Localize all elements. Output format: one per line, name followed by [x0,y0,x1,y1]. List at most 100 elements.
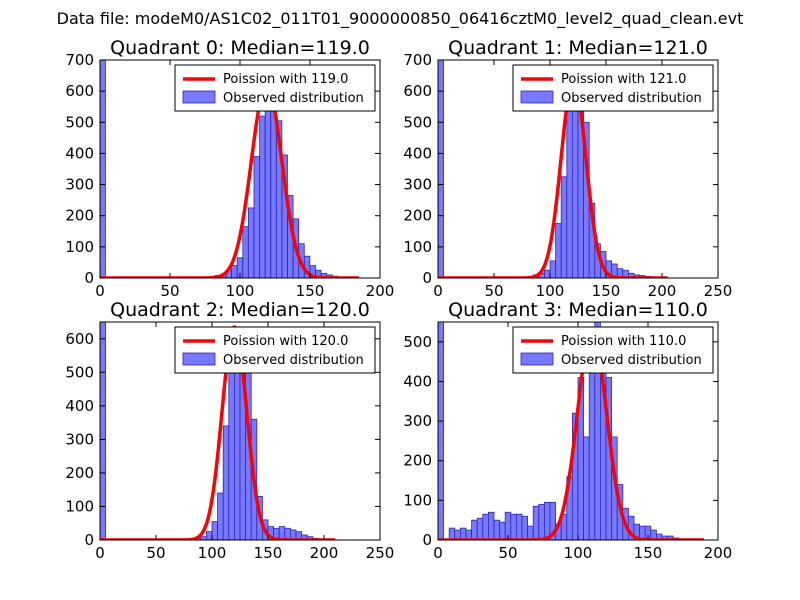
x-tick-label: 150 [296,282,325,300]
panel-title: Quadrant 3: Median=110.0 [448,299,708,321]
legend-bar-swatch [520,90,554,104]
histogram-bar [560,176,568,278]
x-tick-label: 0 [433,282,443,300]
y-tick-label: 500 [65,113,94,131]
panel-1: 0 50 100 150 200 250 0 100 200 300 400 500 600 700 Qua… [403,37,732,300]
histogram-bar [278,526,286,540]
legend-bar-swatch [182,90,216,104]
histogram-bar [459,527,467,540]
histogram-bar [242,226,249,278]
y-tick-label: 200 [403,207,432,225]
histogram-bar [583,436,590,540]
x-tick-label: 0 [95,544,105,562]
legend-label-poisson: Poission with 120.0 [223,334,348,349]
y-tick-label: 0 [422,269,432,287]
histogram-bar [211,521,218,540]
poisson-curve [100,325,337,540]
y-tick-label: 200 [65,464,94,482]
histogram-bar [555,223,562,278]
x-tick-label: 200 [366,282,395,300]
legend-label-observed: Observed distribution [561,91,702,106]
panel-0: 0 50 100 150 200 0 100 200 300 400 500 600 700 Quadra… [65,37,394,300]
y-tick-label: 600 [65,330,94,348]
y-tick-label: 100 [65,497,94,515]
legend: Poission with 119.0 Observed distribution [174,64,376,112]
y-tick-label: 0 [84,269,94,287]
histogram-bar [228,371,235,540]
axes-frame [99,321,381,541]
histogram-bar [438,322,444,540]
histogram-bar [566,106,573,278]
legend-bar-swatch [520,352,554,366]
histogram-bar [100,60,106,278]
y-tick-label: 400 [65,144,94,162]
histogram-bar [205,531,213,540]
x-tick-label: 0 [95,282,105,300]
legend: Poission with 121.0 Observed distribution [512,64,714,112]
legend-label-observed: Observed distribution [223,91,364,106]
histogram-bar [217,492,224,540]
panel-title: Quadrant 0: Median=119.0 [110,37,370,59]
y-tick-label: 600 [65,82,94,100]
histogram-bar [544,501,551,540]
histogram-bar [270,109,277,278]
x-tick-label: 150 [592,282,621,300]
histogram-bar [527,525,534,540]
histogram-bar [448,527,456,540]
panel-2: 0 50 100 150 200 250 0 100 200 300 400 500 600 Quadra… [65,299,394,562]
histogram-bar [476,517,484,540]
x-tick-label: 200 [648,282,677,300]
histogram-bar [471,519,478,540]
panel-3: 0 50 100 150 200 0 100 200 300 400 500 Quadrant 3: … [403,299,732,562]
panel-title: Quadrant 1: Median=121.0 [448,37,708,59]
y-tick-label: 600 [403,82,432,100]
histogram-bar [253,156,260,278]
y-tick-label: 300 [65,176,94,194]
y-tick-label: 400 [403,144,432,162]
x-tick-label: 50 [484,282,503,300]
y-tick-label: 0 [422,531,432,549]
plot-area [100,322,337,540]
histogram-bar [544,269,551,278]
histogram-bar [247,207,255,278]
y-tick-label: 700 [403,51,432,69]
suptitle: Data file: modeM0/AS1C02_011T01_90000008… [57,9,744,29]
x-tick-label: 100 [536,282,565,300]
y-tick-label: 500 [65,363,94,381]
y-tick-label: 400 [65,397,94,415]
legend-label-observed: Observed distribution [561,353,702,368]
x-tick-label: 150 [634,544,663,562]
panel-title: Quadrant 2: Median=120.0 [110,299,370,321]
y-tick-label: 100 [403,238,432,256]
y-tick-label: 500 [403,113,432,131]
y-tick-label: 500 [403,333,432,351]
x-tick-label: 50 [160,282,179,300]
histogram-bar [493,519,500,540]
histogram-bar [231,265,238,278]
panels: 0 50 100 150 2000100200300400500600700Quadra… [65,37,732,562]
x-tick-label: 50 [498,544,517,562]
y-tick-label: 0 [84,531,94,549]
x-tick-label: 100 [226,282,255,300]
legend-label-observed: Observed distribution [223,353,364,368]
histogram-bar [499,521,506,540]
y-tick-label: 100 [65,238,94,256]
x-tick-label: 250 [704,282,733,300]
histogram-bar [264,98,272,278]
legend-label-poisson: Poission with 110.0 [561,334,686,349]
y-tick-label: 200 [65,207,94,225]
y-tick-label: 200 [403,452,432,470]
legend: Poission with 120.0 Observed distribution [174,326,376,374]
histogram-bar [482,513,489,540]
x-tick-label: 100 [198,544,227,562]
legend-label-poisson: Poission with 119.0 [223,72,348,87]
histogram-bar [538,503,545,540]
y-tick-label: 400 [403,372,432,390]
histogram-bar [510,513,517,540]
y-tick-label: 700 [65,51,94,69]
plot-area [100,60,361,278]
x-tick-label: 200 [310,544,339,562]
histogram-bar [487,511,495,540]
histogram-bar [438,60,444,278]
